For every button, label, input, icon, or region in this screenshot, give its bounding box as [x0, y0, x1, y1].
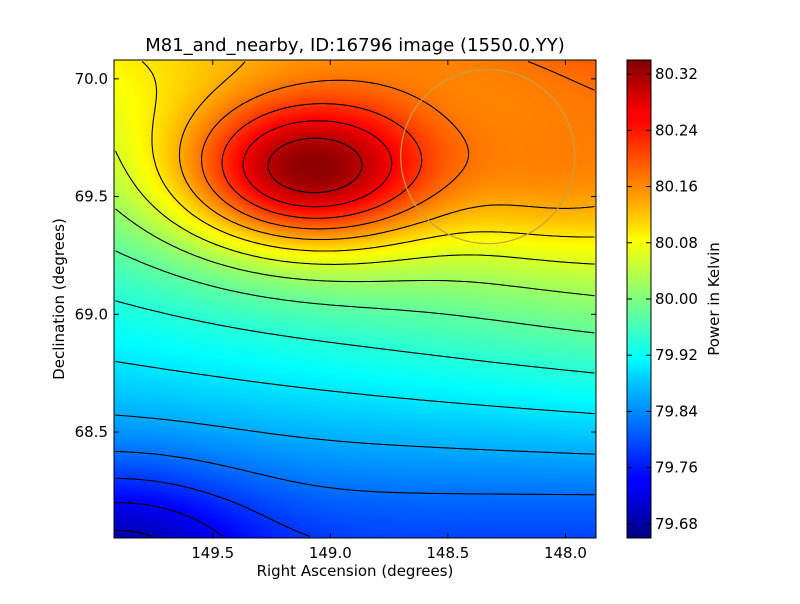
plot-area — [113, 59, 597, 539]
x-tick-label: 149.5 — [191, 544, 234, 562]
y-tick-label: 69.5 — [75, 188, 108, 206]
y-axis-ticks: 68.5 69.0 69.5 70.0 — [75, 70, 596, 441]
colorbar-tick-label: 79.92 — [655, 346, 698, 364]
heatmap-image — [114, 60, 596, 538]
x-tick-label: 148.5 — [426, 544, 469, 562]
contour-lines — [115, 60, 595, 538]
colorbar-tick-label: 80.08 — [655, 234, 698, 252]
colorbar-tick-label: 80.16 — [655, 178, 698, 196]
x-axis-ticks: 149.5 149.0 148.5 148.0 — [191, 60, 587, 562]
contour-line-4 — [115, 414, 595, 455]
contour-line-15 — [267, 137, 363, 194]
plot-frame — [113, 59, 597, 539]
contour-line-9 — [115, 150, 595, 265]
x-tick-label: 148.0 — [544, 544, 587, 562]
x-axis-label: Right Ascension (degrees) — [257, 562, 454, 580]
y-tick-label: 68.5 — [75, 423, 108, 441]
colorbar-tick-label: 79.68 — [655, 515, 698, 533]
y-tick-label: 70.0 — [75, 70, 108, 88]
colorbar-label: Power in Kelvin — [705, 242, 723, 356]
contour-line-6 — [115, 300, 595, 374]
contour-line-1 — [115, 502, 224, 537]
colorbar: 79.68 79.76 79.84 79.92 80.00 80.08 80.16 80.24… — [626, 59, 723, 539]
colorbar-tick-label: 80.32 — [655, 65, 698, 83]
colorbar-tick-label: 79.76 — [655, 459, 698, 477]
overlay-circle — [400, 68, 576, 245]
contour-line-10 — [141, 61, 595, 252]
contour-line-5 — [115, 360, 595, 415]
contour-line-13 — [221, 103, 423, 219]
x-tick-label: 149.0 — [309, 544, 352, 562]
contour-line-14 — [242, 120, 393, 208]
contour-line-8 — [115, 208, 595, 297]
contour-line-7 — [115, 250, 595, 334]
colorbar-tick-label: 79.84 — [655, 402, 698, 420]
contour-line-3 — [115, 450, 595, 496]
contour-line-0 — [115, 529, 153, 538]
colorbar-tick-label: 80.00 — [655, 290, 698, 308]
chart-title: M81_and_nearby, ID:16796 image (1550.0,Y… — [145, 35, 564, 56]
contour-line-12 — [201, 60, 595, 230]
colorbar-ticks: 79.68 79.76 79.84 79.92 80.00 80.08 80.16 80.24… — [627, 65, 698, 533]
y-tick-label: 69.0 — [75, 305, 108, 323]
colorbar-tick-label: 80.24 — [655, 121, 698, 139]
contour-line-2 — [115, 477, 311, 538]
y-axis-label: Declination (degrees) — [50, 218, 68, 380]
contour-line-11 — [178, 61, 595, 241]
